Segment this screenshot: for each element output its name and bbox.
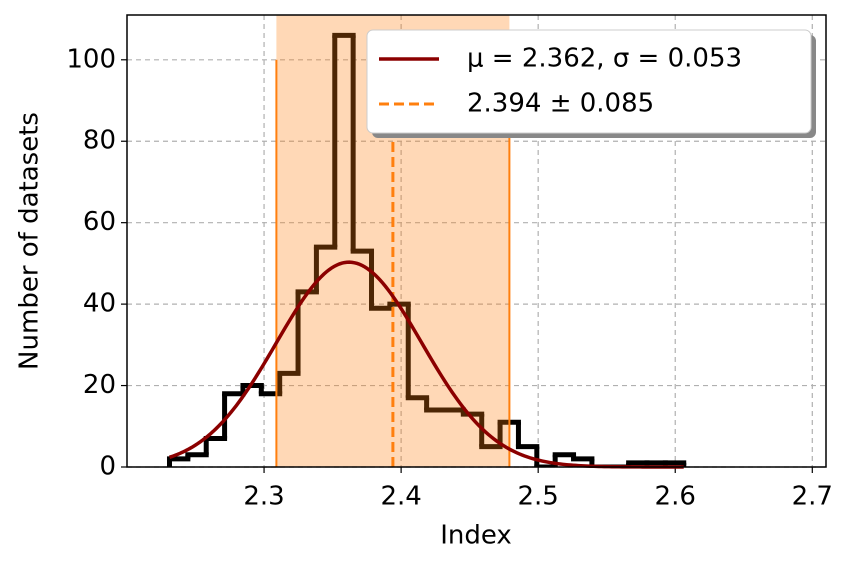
- y-tick-label: 40: [83, 289, 116, 319]
- plot-frame: [126, 14, 827, 468]
- x-tick-label: 2.7: [792, 482, 833, 512]
- x-tick-label: 2.3: [243, 482, 284, 512]
- legend: [366, 29, 812, 134]
- legend-label: 2.394 ± 0.085: [467, 89, 654, 119]
- x-axis-label: Index: [440, 521, 512, 551]
- legend-label: μ = 2.362, σ = 0.053: [467, 44, 742, 74]
- y-tick-label: 80: [83, 126, 116, 156]
- y-tick-label: 0: [99, 452, 116, 482]
- y-tick-label: 100: [66, 44, 116, 74]
- y-tick-label: 20: [83, 370, 116, 400]
- x-tick-label: 2.4: [380, 482, 421, 512]
- x-tick-label: 2.6: [655, 482, 696, 512]
- y-axis-label: Number of datasets: [15, 112, 45, 370]
- y-tick-label: 60: [83, 207, 116, 237]
- x-tick-label: 2.5: [517, 482, 558, 512]
